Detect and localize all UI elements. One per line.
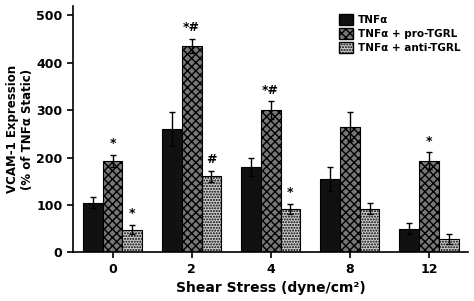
Text: *: * — [426, 135, 432, 147]
Text: *#: *# — [262, 84, 279, 97]
Bar — [320, 179, 340, 253]
Bar — [399, 229, 419, 253]
Bar — [439, 239, 458, 253]
Bar — [182, 46, 201, 253]
Text: *: * — [129, 207, 136, 220]
Bar — [419, 161, 439, 253]
Text: *: * — [109, 137, 116, 150]
Bar — [261, 110, 281, 253]
Bar — [241, 167, 261, 253]
Bar — [360, 209, 380, 253]
Bar — [103, 161, 122, 253]
Bar — [162, 129, 182, 253]
Bar — [122, 230, 142, 253]
Legend: TNFα, TNFα + pro-TGRL, TNFα + anti-TGRL: TNFα, TNFα + pro-TGRL, TNFα + anti-TGRL — [336, 11, 463, 56]
Bar — [83, 203, 103, 253]
Text: *: * — [287, 186, 294, 199]
Bar — [340, 127, 360, 253]
Text: #: # — [206, 153, 217, 166]
Y-axis label: VCAM-1 Expression
(% of TNFα Static): VCAM-1 Expression (% of TNFα Static) — [6, 65, 34, 193]
Bar — [201, 176, 221, 253]
Text: *#: *# — [183, 21, 200, 34]
X-axis label: Shear Stress (dyne/cm²): Shear Stress (dyne/cm²) — [176, 281, 365, 296]
Bar — [281, 209, 301, 253]
